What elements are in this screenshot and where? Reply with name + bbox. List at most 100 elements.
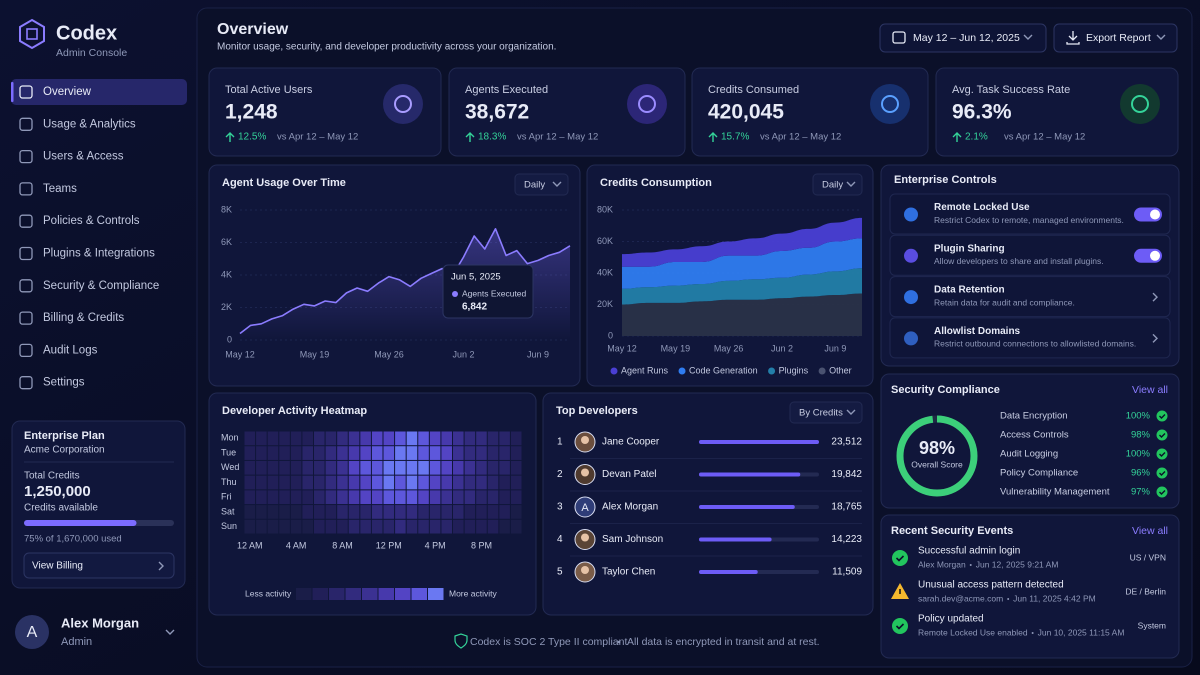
nav-item[interactable]: Overview [43, 86, 92, 98]
chevron[interactable] [1023, 34, 1033, 40]
heatmap-cell [267, 490, 279, 505]
heatmap-cell [371, 446, 383, 460]
credits-value: 14,223 [831, 534, 862, 545]
heatmap-cell [499, 490, 510, 505]
tooltip-date: Jun 5, 2025 [451, 272, 501, 283]
control-row[interactable] [889, 276, 1171, 318]
dropdown-label[interactable]: Daily [822, 180, 843, 191]
dropdown[interactable] [812, 173, 863, 196]
heatmap-cell [314, 519, 325, 534]
check-mark [1159, 433, 1166, 438]
control-description: Retain data for audit and compliance. [934, 297, 1075, 307]
heatmap-cell [360, 519, 371, 534]
row-label: Sat [221, 506, 235, 516]
heatmap-cell [441, 505, 452, 519]
view-billing-label[interactable]: View Billing [32, 561, 83, 572]
y-tick-label: 8K [221, 204, 232, 214]
date-range-picker[interactable] [879, 23, 1047, 53]
card [691, 67, 929, 157]
heatmap-cell [395, 505, 406, 519]
nav-item[interactable]: Settings [43, 377, 85, 389]
legend-swatch [329, 588, 345, 600]
event-location: US / VPN [1130, 552, 1166, 562]
nav-item[interactable]: Security & Compliance [43, 280, 159, 292]
x-tick-label: Jun 2 [453, 349, 475, 359]
heatmap-cell [371, 490, 383, 505]
credits-value: 18,765 [831, 502, 862, 513]
control-description: Allow developers to share and install pl… [934, 256, 1104, 266]
nav-item[interactable]: Usage & Analytics [43, 118, 136, 130]
kpi-value: 1,248 [225, 101, 278, 124]
heatmap-cell [383, 519, 395, 534]
kpi-up-arrow [952, 132, 962, 142]
x-tick-label: Jun 9 [527, 349, 549, 359]
event-title: Unusual access pattern detected [918, 580, 1064, 591]
dropdown[interactable] [514, 173, 569, 196]
bar [699, 570, 758, 574]
heatmap-cell [406, 431, 418, 446]
plan-title: Enterprise Plan [24, 430, 105, 442]
chevron[interactable] [846, 409, 856, 415]
date-range[interactable]: May 12 – Jun 12, 2025 [913, 32, 1020, 44]
dropdown-label[interactable]: By Credits [799, 408, 843, 419]
x-tick-label: May 26 [374, 349, 404, 359]
heatmap-cell [499, 519, 510, 534]
nav-item[interactable]: Users & Access [43, 151, 124, 163]
nav-item[interactable]: Policies & Controls [43, 215, 140, 227]
heatmap-cell [337, 490, 348, 505]
heatmap-cell [441, 446, 452, 460]
chevron[interactable] [165, 629, 175, 635]
check-icon [1156, 410, 1168, 422]
chevron[interactable] [552, 181, 562, 187]
dropdown[interactable] [789, 401, 863, 424]
control-row [889, 193, 1171, 235]
heatmap-cell [302, 519, 313, 534]
score-value: 98% [919, 438, 955, 458]
legend-swatch [395, 588, 411, 600]
x-tick-label: May 12 [225, 349, 255, 359]
chevron[interactable] [1152, 333, 1158, 343]
view-billing-button[interactable] [23, 552, 175, 579]
export-button[interactable] [1053, 23, 1178, 53]
heatmap-cell [314, 475, 325, 490]
chevron[interactable] [1152, 292, 1158, 302]
heatmap-cell [279, 431, 290, 446]
heatmap-cell [314, 505, 325, 519]
chevron[interactable] [1156, 34, 1166, 40]
heatmap-cell [453, 519, 464, 534]
area-layer [622, 238, 862, 289]
y-tick-label: 0 [227, 334, 232, 344]
legend-label: Plugins [779, 365, 809, 375]
kpi-icon [881, 95, 899, 113]
check-mark [1159, 452, 1166, 457]
nav-item[interactable]: Billing & Credits [43, 312, 124, 324]
kpi-icon [394, 95, 412, 113]
chevron[interactable] [846, 181, 856, 187]
export-label[interactable]: Export Report [1086, 32, 1151, 44]
plan-org: Acme Corporation [24, 445, 105, 456]
chevron[interactable] [158, 561, 164, 571]
heatmap-cell [371, 475, 383, 490]
nav-item[interactable]: Audit Logs [43, 344, 98, 356]
card [448, 67, 686, 157]
view-all-link[interactable]: View all [1132, 384, 1168, 396]
heatmap-cell [337, 475, 348, 490]
x-tick-label: May 26 [714, 343, 744, 353]
compliance-value: 100% [1126, 411, 1151, 422]
heatmap-cell [256, 446, 267, 460]
control-row[interactable] [889, 317, 1171, 359]
compliance-item: Audit Logging [1000, 449, 1058, 460]
score-ring [896, 415, 978, 497]
nav-icon [19, 246, 33, 261]
legend-swatch [411, 588, 427, 600]
bar [699, 537, 772, 542]
view-all-link[interactable]: View all [1132, 525, 1168, 537]
x-tick-label: May 19 [300, 349, 330, 359]
toggle-knob [1150, 209, 1160, 220]
dropdown-label[interactable]: Daily [524, 180, 545, 191]
heatmap-cell [267, 475, 279, 490]
nav-item[interactable]: Plugins & Integrations [43, 248, 155, 260]
nav-item[interactable]: Teams [43, 183, 77, 195]
heatmap-cell [244, 505, 256, 519]
success-mark [895, 623, 905, 630]
